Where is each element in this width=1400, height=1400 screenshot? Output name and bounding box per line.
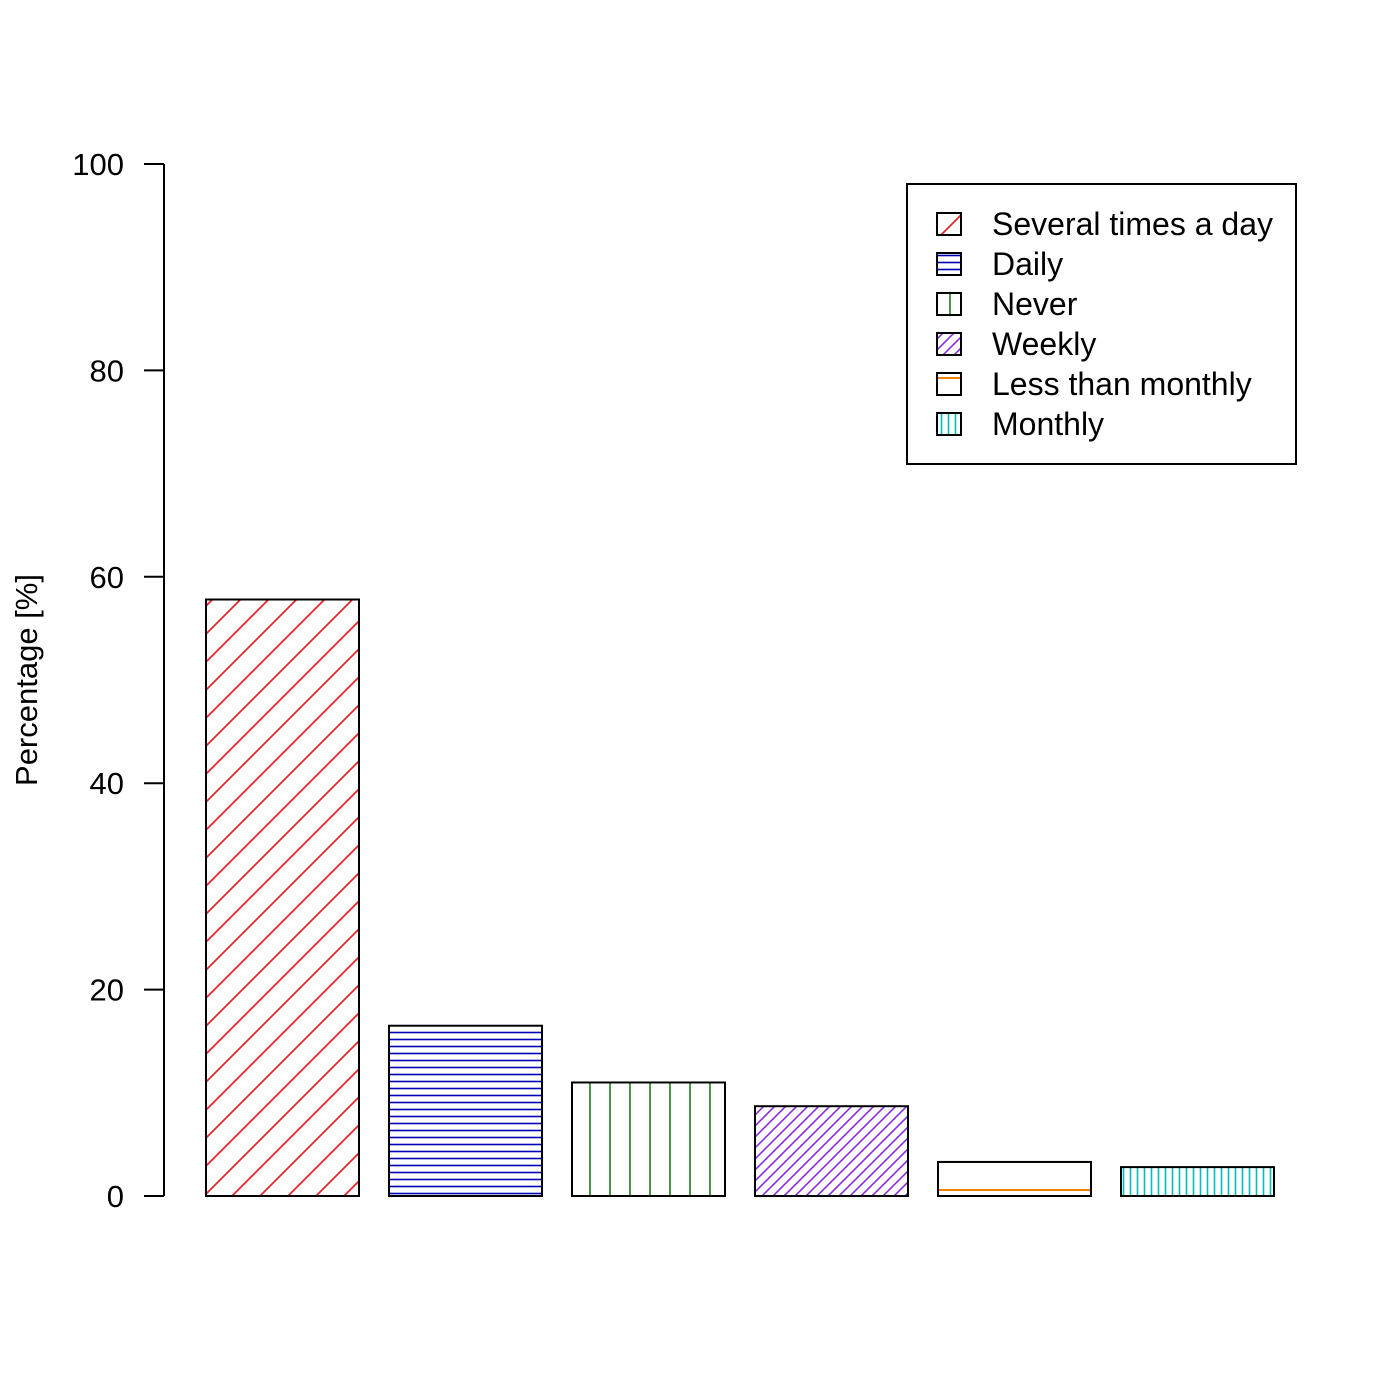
- legend-item: Several times a day: [936, 206, 1273, 242]
- legend-label: Monthly: [992, 406, 1104, 442]
- y-tick-label: 20: [90, 973, 124, 1008]
- legend-swatch: [936, 372, 962, 396]
- legend-item: Never: [936, 286, 1078, 322]
- bar-never: [571, 1081, 726, 1197]
- y-tick-label: 0: [107, 1179, 124, 1214]
- legend-swatch: [936, 332, 962, 356]
- legend: Several times a day Daily Never Weekly Less …: [906, 183, 1297, 465]
- y-tick-label: 60: [90, 560, 124, 595]
- legend-swatch: [936, 292, 962, 316]
- y-tick-label: 40: [90, 766, 124, 801]
- legend-label: Never: [992, 286, 1078, 322]
- legend-item: Daily: [936, 246, 1063, 282]
- legend-swatch: [936, 252, 962, 276]
- bar-several-times-a-day: [205, 598, 360, 1197]
- legend-swatch: [936, 212, 962, 236]
- bar-weekly: [754, 1105, 909, 1197]
- y-tick-label: 80: [90, 353, 124, 388]
- bar-less-than-monthly: [937, 1160, 1092, 1197]
- legend-label: Daily: [992, 246, 1063, 282]
- y-axis: 0 20 40 60 80 100: [72, 147, 165, 1214]
- bars: [205, 598, 1275, 1198]
- legend-label: Several times a day: [992, 206, 1273, 242]
- legend-swatch: [936, 412, 962, 436]
- legend-item: Monthly: [936, 406, 1104, 442]
- legend-item: Less than monthly: [936, 366, 1252, 402]
- legend-label: Less than monthly: [992, 366, 1252, 402]
- y-axis-title: Percentage [%]: [9, 574, 44, 786]
- bar-monthly: [1120, 1166, 1275, 1198]
- bar-daily: [388, 1024, 543, 1197]
- legend-label: Weekly: [992, 326, 1096, 362]
- legend-box: [906, 183, 1297, 465]
- legend-item: Weekly: [936, 326, 1096, 362]
- y-tick-label: 100: [72, 147, 124, 182]
